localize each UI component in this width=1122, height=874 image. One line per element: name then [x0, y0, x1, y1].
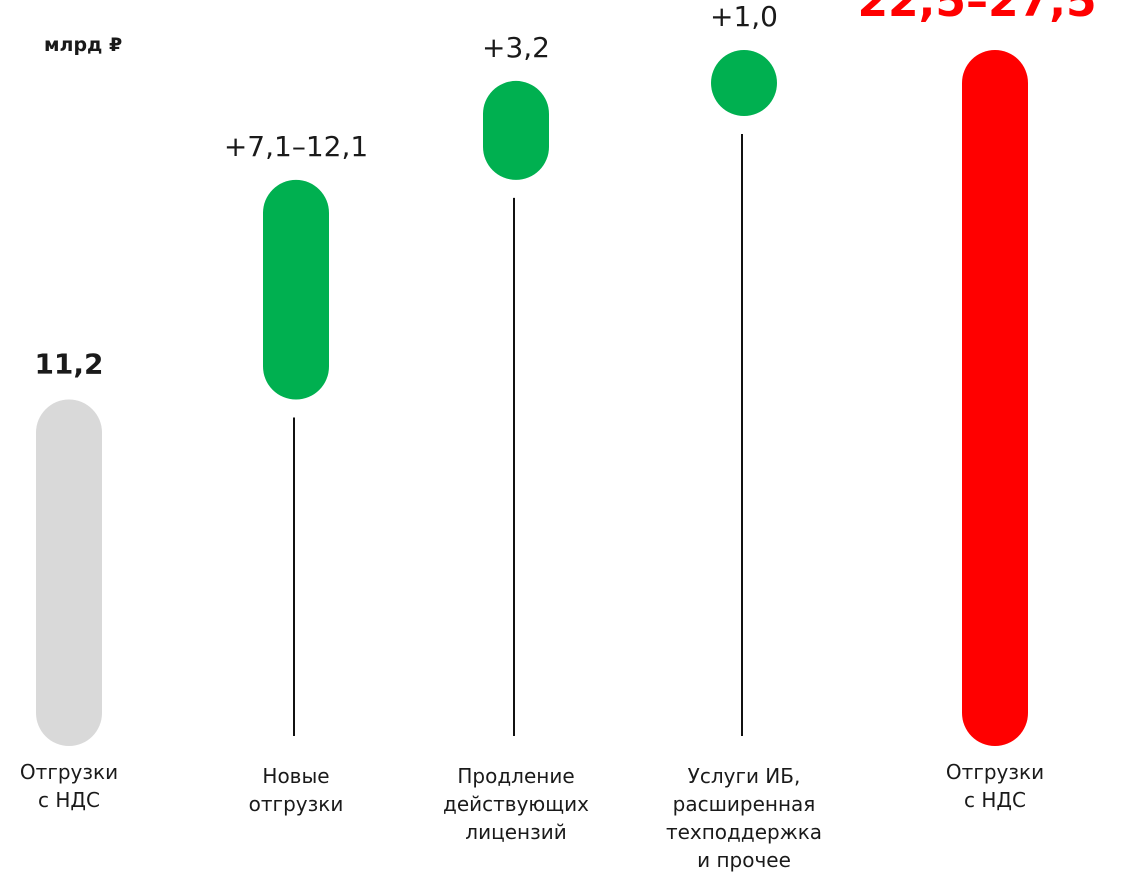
value-label-5: 22,5–27,5 [857, 0, 1096, 27]
bar-3 [483, 80, 549, 180]
value-label-2: +7,1–12,1 [224, 130, 368, 163]
category-label-3: Продление действующих лицензий [443, 764, 589, 844]
bar-4 [711, 50, 777, 116]
unit-label: млрд ₽ [44, 34, 123, 56]
category-label-4: Услуги ИБ, расширенная техподдержка и пр… [665, 764, 823, 872]
value-label-1: 11,2 [34, 348, 103, 381]
bars-group [36, 50, 1028, 746]
connector-lines [293, 134, 743, 736]
value-label-3: +3,2 [482, 31, 550, 64]
category-label-5: Отгрузки с НДС [945, 760, 1045, 812]
bar-1 [36, 399, 102, 746]
bar-5 [962, 50, 1028, 746]
value-labels-group: 11,2 +7,1–12,1 +3,2 +1,0 22,5–27,5 [34, 0, 1096, 381]
bar-2 [263, 179, 329, 400]
value-label-4: +1,0 [710, 0, 778, 33]
category-label-2: Новые отгрузки [248, 764, 344, 816]
category-label-1: Отгрузки с НДС [19, 760, 119, 812]
